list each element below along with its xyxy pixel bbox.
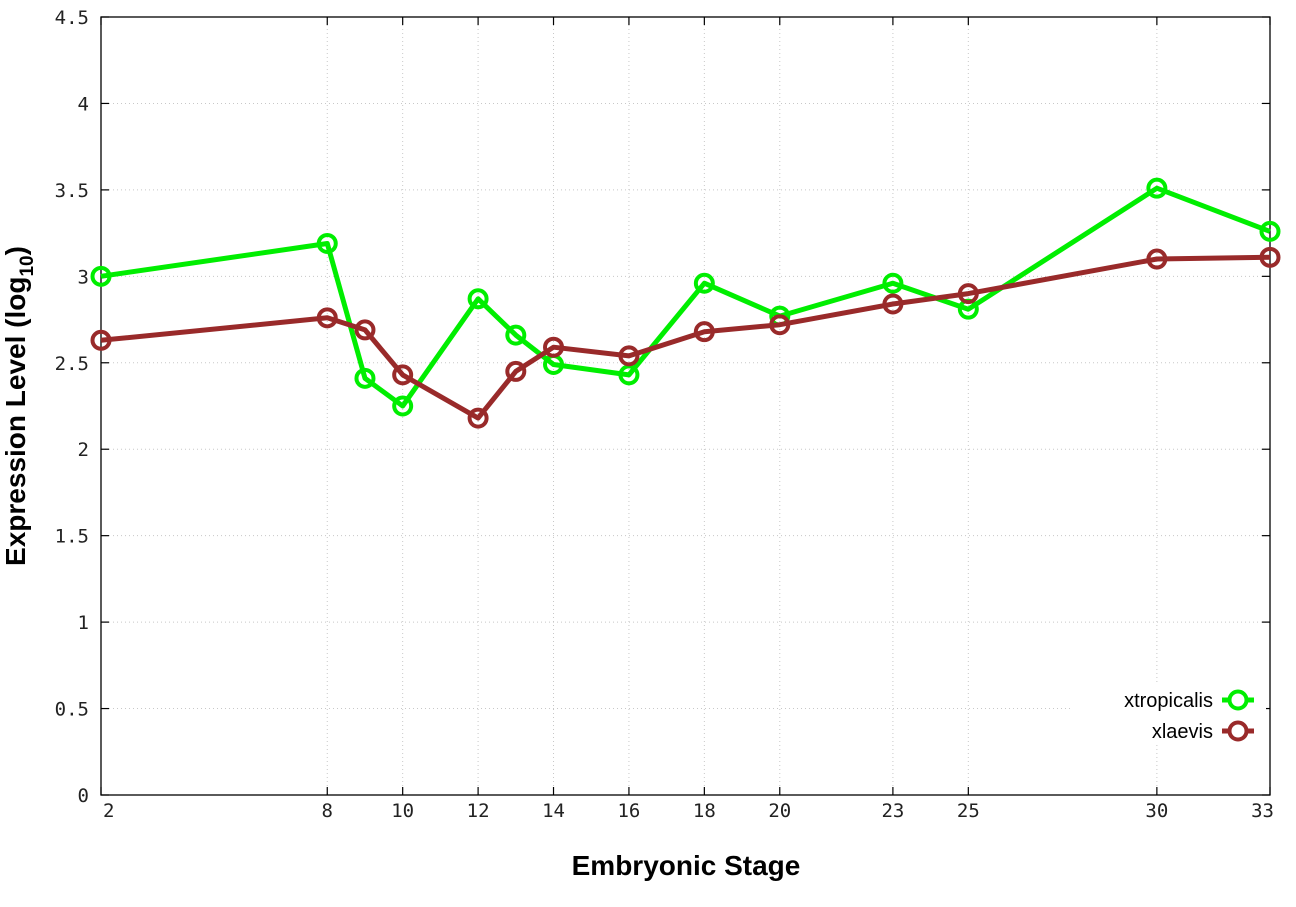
data-point-xtropicalis [90,265,112,287]
x-tick-label: 2 [103,800,114,822]
legend: xtropicalis xlaevis [1124,689,1254,743]
data-point-xlaevis [769,314,791,336]
y-axis-title-close: ) [0,246,31,255]
y-tick-label: 3 [78,266,89,288]
data-point-xlaevis [693,321,715,343]
x-tick-label: 33 [1251,800,1274,822]
legend-swatch-marker-xlaevis [1227,720,1249,742]
data-point-xlaevis [1146,248,1168,270]
legend-label-xtropicalis: xtropicalis [1124,690,1213,712]
data-point-xlaevis [90,329,112,351]
data-series [90,177,1281,429]
data-point-xlaevis [543,336,565,358]
y-tick-label: 4.5 [55,7,89,29]
data-point-xtropicalis [1146,177,1168,199]
grid-lines [101,17,1270,795]
legend-label-xlaevis: xlaevis [1152,721,1213,743]
y-tick-label: 4 [78,93,89,115]
y-axis-title: Expression Level (log10) [0,246,38,566]
data-point-xlaevis [354,319,376,341]
x-tick-label: 23 [881,800,904,822]
y-tick-label: 0 [78,785,89,807]
plot-frame [100,16,1271,796]
y-tick-label: 1.5 [55,526,89,548]
y-axis-title-subscript: 10 [17,255,38,276]
data-point-xlaevis [467,407,489,429]
x-tick-label: 20 [768,800,791,822]
x-tick-label: 25 [957,800,980,822]
data-point-xlaevis [618,345,640,367]
data-point-xtropicalis [882,272,904,294]
data-point-xtropicalis [467,288,489,310]
y-tick-label: 2 [78,439,89,461]
x-tick-label: 30 [1145,800,1168,822]
series-line-xtropicalis [100,185,1271,409]
data-point-xlaevis [957,283,979,305]
y-tick-label: 2.5 [55,353,89,375]
data-point-xlaevis [505,360,527,382]
data-point-xtropicalis [505,324,527,346]
x-tick-label: 8 [322,800,333,822]
x-tick-label: 12 [467,800,490,822]
data-point-xtropicalis [1259,220,1281,242]
x-tick-label: 14 [542,800,565,822]
data-point-xlaevis [1259,246,1281,268]
data-point-xtropicalis [618,364,640,386]
data-point-xtropicalis [392,395,414,417]
x-tick-label: 16 [617,800,640,822]
data-point-xlaevis [316,307,338,329]
data-point-xtropicalis [354,367,376,389]
data-point-xtropicalis [693,272,715,294]
axis-ticks: 0 0.5 1 1.5 2 2.5 3 3.5 4 4.5 2 8 10 12 14 16 18 20 23 25 30… [55,7,1274,822]
y-tick-label: 3.5 [55,180,89,202]
data-point-xlaevis [882,293,904,315]
y-tick-label: 1 [78,612,89,634]
y-axis-title-main: Expression Level (log [0,277,31,566]
x-tick-label: 10 [391,800,414,822]
x-tick-label: 18 [693,800,716,822]
y-tick-label: 0.5 [55,699,89,721]
legend-swatch-marker-xtropicalis [1227,689,1249,711]
x-axis-title: Embryonic Stage [572,850,801,881]
data-point-xtropicalis [316,232,338,254]
data-point-xlaevis [392,364,414,386]
series-line-xlaevis [100,254,1271,421]
